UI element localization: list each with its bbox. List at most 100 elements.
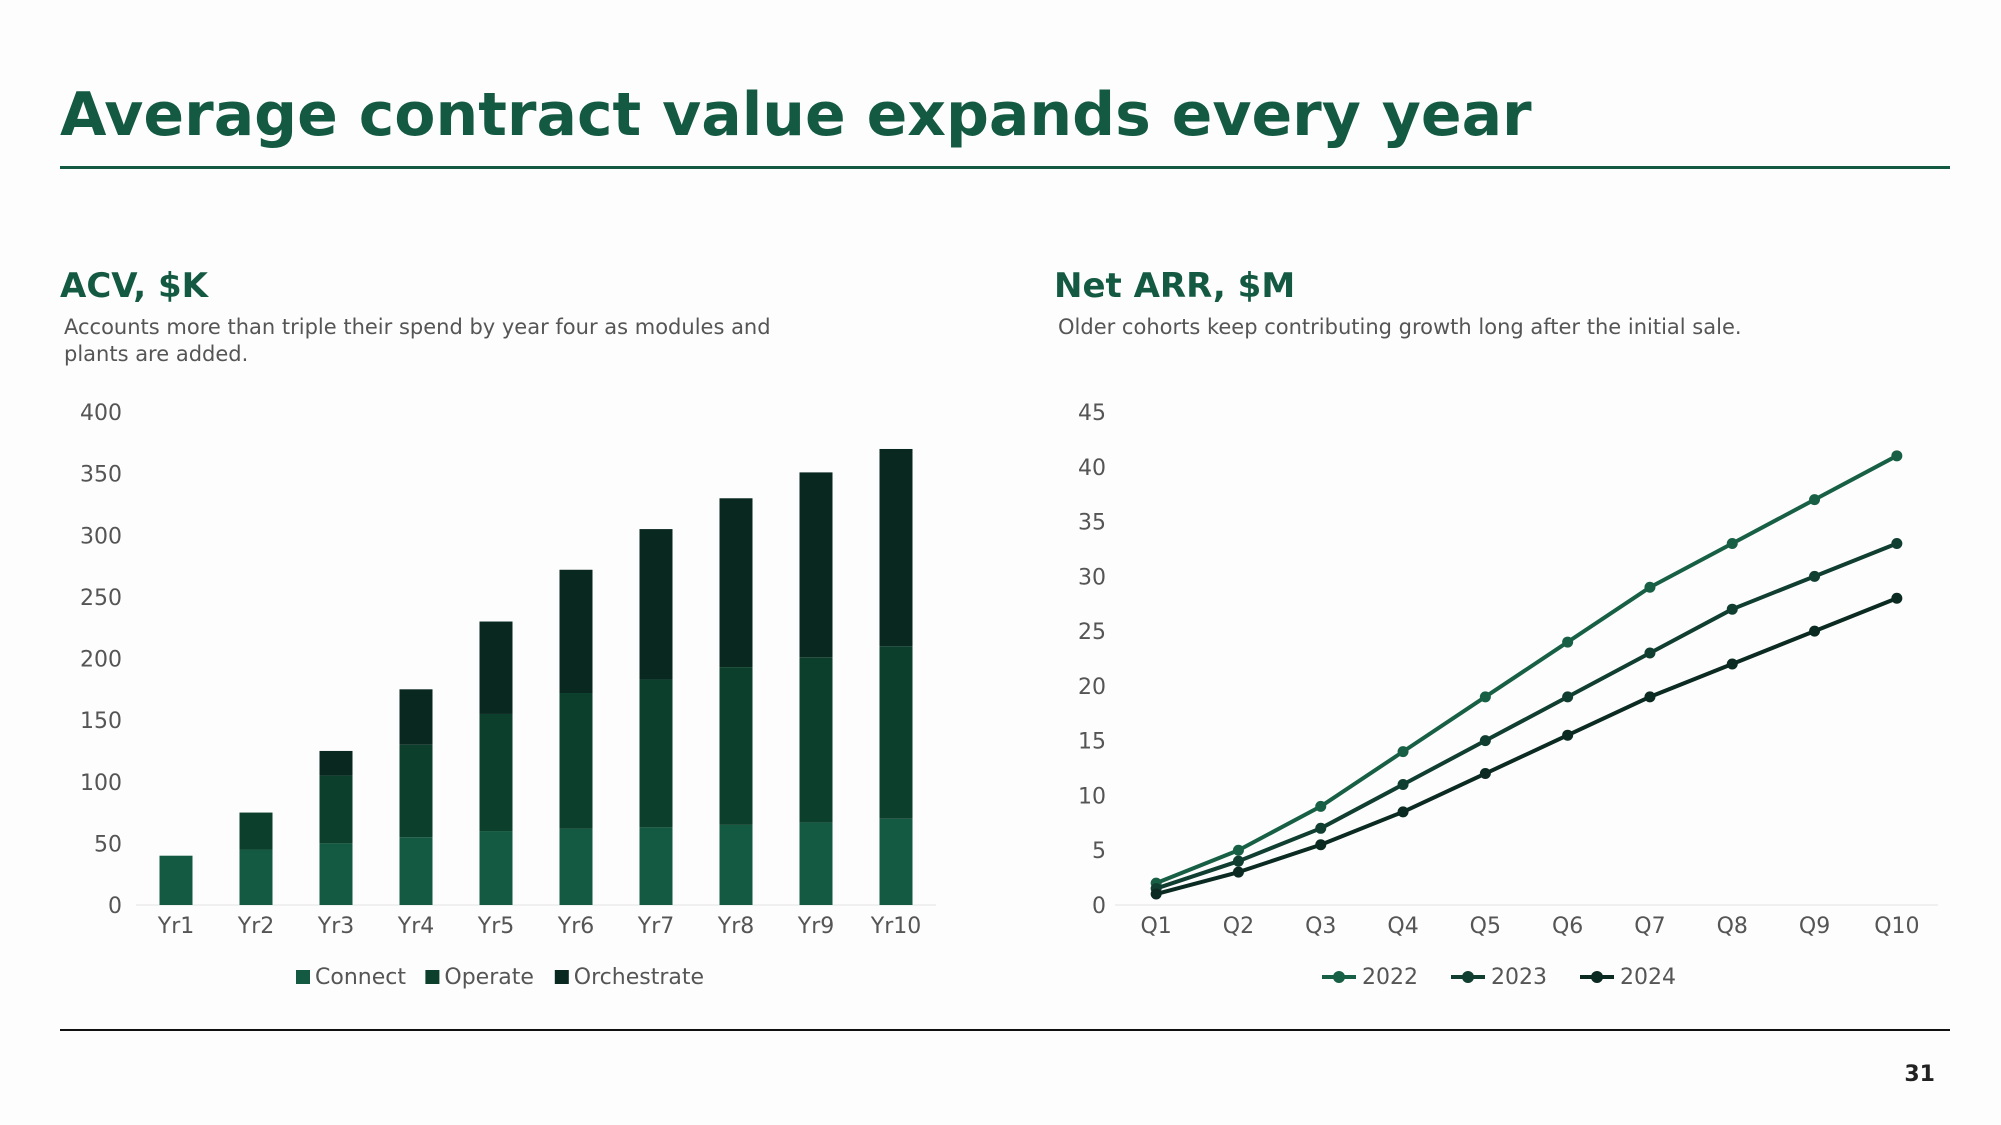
x-tick-label: Q1: [1140, 914, 1171, 939]
bar-orchestrate-yr10: [879, 448, 913, 647]
point-2024-q2: [1232, 866, 1244, 878]
x-tick-label: Q5: [1470, 914, 1501, 939]
point-2023-q6: [1562, 691, 1574, 703]
arr-legend: 2022 2023 2024: [1322, 965, 1676, 990]
x-tick-label: Yr2: [237, 914, 274, 939]
y-tick-label: 35: [1078, 511, 1106, 536]
slide-title: Average contract value expands every yea…: [60, 80, 1532, 150]
point-2023-q7: [1644, 647, 1656, 659]
point-2022-q6: [1562, 636, 1574, 648]
legend-label-operate: Operate: [444, 965, 534, 990]
x-tick-label: Yr3: [317, 914, 354, 939]
point-2024-q9: [1809, 625, 1821, 637]
bar-connect-yr8: [719, 824, 753, 905]
point-2024-q6: [1562, 729, 1574, 741]
legend-swatch-operate: [425, 970, 440, 984]
point-2024-q4: [1397, 806, 1409, 818]
y-tick-label: 50: [94, 832, 122, 857]
y-tick-label: 150: [80, 709, 122, 734]
bar-operate-yr6: [559, 693, 593, 829]
point-2024-q3: [1315, 839, 1327, 851]
arr-chart-title: Net ARR, $M: [1054, 266, 1296, 306]
x-tick-label: Yr6: [557, 914, 594, 939]
acv-legend: Connect Operate Orchestrate: [296, 965, 704, 990]
y-tick-label: 200: [80, 648, 122, 673]
bar-operate-yr7: [639, 679, 673, 828]
y-tick-label: 5: [1092, 839, 1106, 864]
point-2024-q8: [1726, 658, 1738, 670]
legend-label-2024: 2024: [1620, 965, 1676, 990]
bar-orchestrate-yr8: [719, 498, 753, 668]
footer-divider: [60, 1029, 1950, 1031]
series-line-2024: [1154, 596, 1899, 897]
x-tick-label: Yr4: [397, 914, 434, 939]
point-2024-q10: [1891, 592, 1903, 604]
y-tick-label: 400: [80, 401, 122, 426]
x-tick-label: Yr5: [477, 914, 514, 939]
bar-connect-yr1: [159, 855, 193, 905]
point-2022-q5: [1479, 691, 1491, 703]
y-tick-label: 45: [1078, 401, 1106, 426]
bar-orchestrate-yr9: [799, 472, 833, 658]
legend-label-connect: Connect: [315, 965, 406, 990]
legend-swatch-connect: [296, 970, 310, 984]
point-2024-q5: [1479, 768, 1491, 780]
y-tick-label: 25: [1078, 620, 1106, 645]
point-2024-q7: [1644, 691, 1656, 703]
bar-connect-yr9: [799, 822, 833, 905]
bar-connect-yr5: [479, 831, 513, 905]
x-tick-label: Q7: [1634, 914, 1665, 939]
bar-orchestrate-yr5: [479, 621, 513, 714]
bar-orchestrate-yr7: [639, 529, 673, 680]
y-tick-label: 10: [1078, 784, 1106, 809]
y-tick-label: 100: [80, 771, 122, 796]
bar-connect-yr7: [639, 827, 673, 905]
point-2023-q4: [1397, 778, 1409, 790]
legend-marker-2024: [1591, 971, 1603, 983]
acv-stacked-bar-chart: 0 50 100 150 200 250 300 350 400 Yr1 Yr2 Yr3 Yr4 Yr5 Y…: [80, 401, 936, 990]
point-2022-q2: [1232, 844, 1244, 856]
point-2022-q4: [1397, 746, 1409, 758]
bar-operate-yr9: [799, 657, 833, 823]
point-2023-q5: [1479, 735, 1491, 747]
x-tick-label: Q3: [1305, 914, 1336, 939]
bar-operate-yr2: [239, 812, 273, 850]
legend-label-orchestrate: Orchestrate: [574, 965, 704, 990]
bar-connect-yr3: [319, 843, 353, 905]
arr-chart-subtitle: Older cohorts keep contributing growth l…: [1058, 315, 1742, 339]
y-tick-label: 20: [1078, 675, 1106, 700]
bar-operate-yr3: [319, 775, 353, 844]
bar-orchestrate-yr6: [559, 569, 593, 694]
point-2023-q3: [1315, 822, 1327, 834]
bar-orchestrate-yr3: [319, 750, 353, 776]
point-2022-q9: [1809, 494, 1821, 506]
point-2022-q3: [1315, 800, 1327, 812]
point-2023-q8: [1726, 603, 1738, 615]
page-number: 31: [1904, 1062, 1935, 1087]
legend-label-2022: 2022: [1362, 965, 1418, 990]
series-line-2022: [1154, 453, 1899, 886]
x-tick-label: Yr8: [717, 914, 754, 939]
x-tick-label: Yr7: [637, 914, 674, 939]
acv-chart-title: ACV, $K: [60, 266, 208, 306]
legend-marker-2022: [1333, 971, 1345, 983]
legend-marker-2023: [1462, 971, 1474, 983]
y-tick-label: 350: [80, 463, 122, 488]
x-tick-label: Q6: [1552, 914, 1583, 939]
bar-operate-yr5: [479, 713, 513, 832]
point-2022-q7: [1644, 581, 1656, 593]
x-tick-label: Q10: [1874, 914, 1919, 939]
bar-operate-yr4: [399, 744, 433, 838]
y-tick-label: 0: [108, 894, 122, 919]
legend-swatch-orchestrate: [554, 970, 569, 984]
x-tick-label: Q4: [1387, 914, 1418, 939]
y-tick-label: 300: [80, 524, 122, 549]
point-2024-q1: [1150, 888, 1162, 900]
bar-orchestrate-yr4: [399, 689, 433, 745]
legend-label-2023: 2023: [1491, 965, 1547, 990]
x-tick-label: Yr9: [797, 914, 834, 939]
bar-operate-yr10: [879, 646, 913, 819]
point-2023-q10: [1891, 537, 1903, 549]
y-tick-label: 30: [1078, 565, 1106, 590]
y-tick-label: 15: [1078, 730, 1106, 755]
